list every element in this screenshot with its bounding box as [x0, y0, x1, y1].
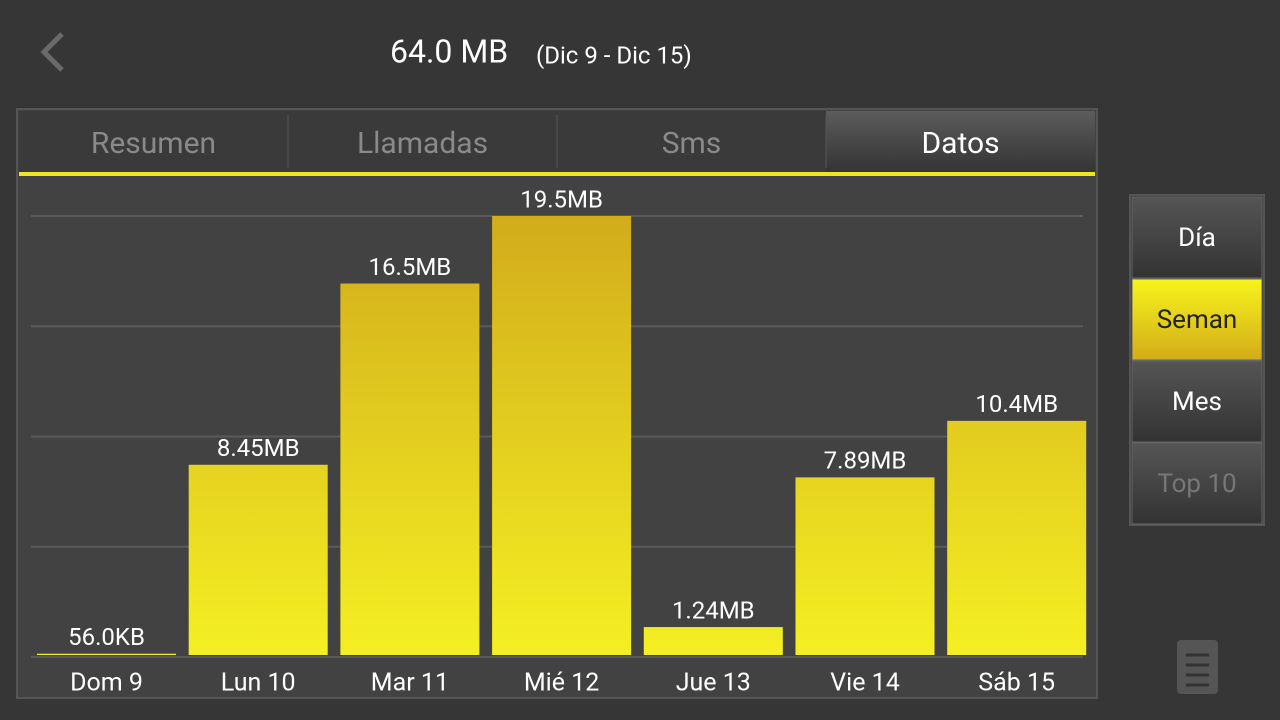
- tab-label: Resumen: [91, 126, 216, 161]
- date-range: (Dic 9 - Dic 15): [536, 41, 692, 69]
- period-button[interactable]: [1131, 442, 1263, 525]
- period-button[interactable]: [1131, 278, 1263, 361]
- chart: 56.0KB Dom 9 8.45MB Lun 10 16.5MB Mar 11 19.5M…: [31, 185, 1087, 698]
- bar: [340, 283, 480, 655]
- bar: [492, 216, 632, 655]
- back-button[interactable]: [40, 32, 64, 72]
- value-label: 10.4MB: [975, 390, 1058, 418]
- x-tick-label: Lun 10: [221, 669, 296, 698]
- tab-label: Sms: [662, 126, 722, 161]
- bar: [643, 627, 783, 655]
- period-button[interactable]: [1131, 360, 1263, 443]
- tab-underline: [19, 172, 1095, 176]
- tab[interactable]: [19, 111, 288, 172]
- period-button[interactable]: [1131, 196, 1263, 279]
- tab-label: Datos: [921, 126, 999, 161]
- period-buttons: Día Seman Mes Top 10: [1131, 196, 1263, 525]
- value-label: 7.89MB: [824, 447, 907, 475]
- period-label: Top 10: [1157, 469, 1236, 499]
- bar: [795, 477, 935, 655]
- x-tick-label: Jue 13: [676, 669, 751, 698]
- x-tick-label: Dom 9: [70, 669, 143, 698]
- tab[interactable]: [826, 111, 1095, 172]
- x-tick-label: Sáb 15: [978, 669, 1055, 698]
- value-label: 1.24MB: [672, 596, 755, 624]
- bar: [37, 653, 176, 655]
- bar: [947, 420, 1087, 655]
- period-label: Seman: [1157, 305, 1238, 335]
- tab-bar: Resumen Llamadas Sms Datos: [19, 111, 1095, 172]
- value-label: 8.45MB: [217, 434, 300, 462]
- period-label: Mes: [1172, 387, 1222, 417]
- x-tick-label: Mar 11: [371, 669, 449, 698]
- x-tick-label: Mié 12: [524, 669, 599, 698]
- bar: [188, 464, 328, 655]
- menu-icon[interactable]: [1177, 640, 1218, 694]
- tab[interactable]: [288, 111, 557, 172]
- value-label: 16.5MB: [369, 253, 452, 281]
- tab[interactable]: [557, 111, 826, 172]
- period-label: Día: [1178, 223, 1216, 253]
- tab-label: Llamadas: [357, 126, 488, 161]
- x-tick-label: Vie 14: [830, 669, 900, 698]
- value-label: 56.0KB: [68, 623, 145, 651]
- value-label: 19.5MB: [520, 185, 603, 213]
- total-usage: 64.0 MB: [390, 32, 508, 70]
